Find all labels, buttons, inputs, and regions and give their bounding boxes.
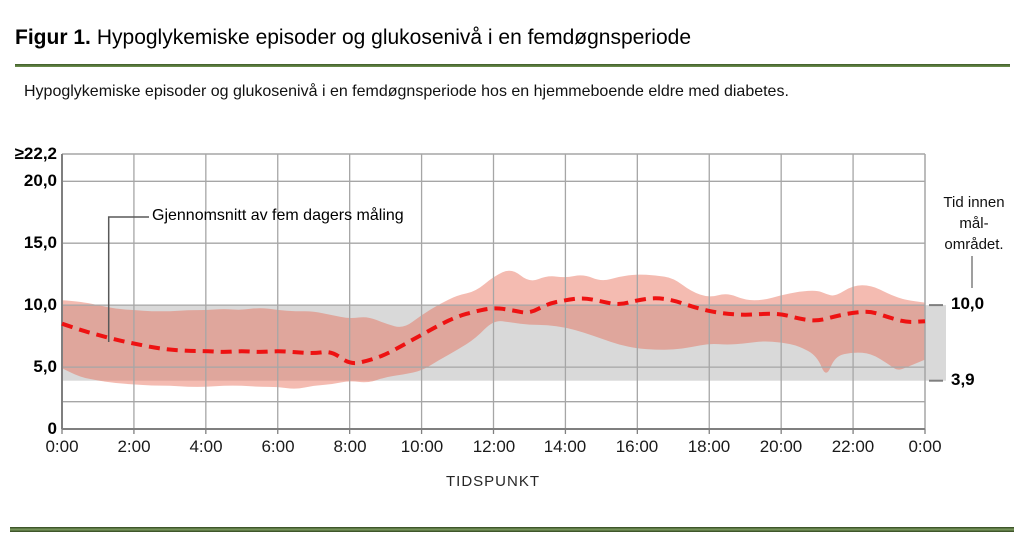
y-tick-label: 20,0 xyxy=(23,171,57,190)
title-divider-rule xyxy=(15,64,1010,67)
figure-title-text: Hypoglykemiske episoder og glukosenivå i… xyxy=(96,26,692,49)
x-tick-label: 4:00 xyxy=(189,437,223,456)
target-range-title-line3: området. xyxy=(944,236,1004,253)
x-tick-label: 20:00 xyxy=(759,437,803,456)
y-tick-label: 5,0 xyxy=(33,357,57,376)
target-range-title-line2: mål- xyxy=(959,215,989,232)
x-tick-label: 2:00 xyxy=(117,437,151,456)
x-tick-label: 16:00 xyxy=(615,437,659,456)
five-day-range-band xyxy=(62,270,925,389)
figure-title: Figur 1. Hypoglykemiske episoder og gluko… xyxy=(15,26,691,50)
target-range-band xyxy=(62,305,946,381)
x-tick-label: 12:00 xyxy=(472,437,516,456)
target-range-upper-value: 10,0 xyxy=(951,294,985,313)
target-range-lower-value: 3,9 xyxy=(951,370,975,389)
target-range-title-line1: Tid innen xyxy=(943,194,1005,211)
x-tick-label: 22:00 xyxy=(831,437,875,456)
target-range-title: Tid innen mål- området. xyxy=(927,192,1021,255)
x-tick-label: 8:00 xyxy=(333,437,367,456)
figure-number: Figur 1. xyxy=(15,26,91,49)
y-tick-label: 0 xyxy=(47,419,57,438)
annotation-callout-line xyxy=(107,216,149,342)
x-axis-title: TIDSPUNKT xyxy=(445,473,540,490)
mean-glucose-line xyxy=(61,296,926,366)
y-tick-label: 15,0 xyxy=(23,233,57,252)
y-tick-label: ≥22,2 xyxy=(14,144,57,163)
bottom-divider-rule xyxy=(10,527,1014,532)
x-tick-label: 14:00 xyxy=(543,437,587,456)
y-tick-label: 10,0 xyxy=(23,295,57,314)
figure-subtitle: Hypoglykemiske episoder og glukosenivå i… xyxy=(24,83,789,100)
mean-line-annotation: Gjennomsnitt av fem dagers måling xyxy=(152,207,404,224)
x-tick-label: 10:00 xyxy=(400,437,444,456)
x-tick-label: 18:00 xyxy=(687,437,731,456)
x-tick-label: 0:00 xyxy=(908,437,942,456)
x-tick-label: 0:00 xyxy=(45,437,79,456)
x-tick-label: 6:00 xyxy=(261,437,295,456)
